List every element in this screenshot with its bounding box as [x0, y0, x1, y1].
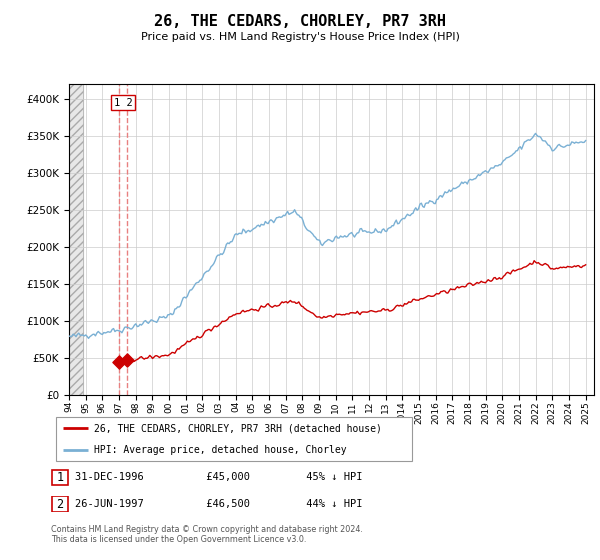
- Text: 2: 2: [56, 497, 64, 511]
- Point: [114, 357, 124, 366]
- Text: 1 2: 1 2: [113, 97, 133, 108]
- Text: 1: 1: [56, 470, 64, 484]
- Text: 26-JUN-1997          £46,500         44% ↓ HPI: 26-JUN-1997 £46,500 44% ↓ HPI: [75, 499, 362, 509]
- FancyBboxPatch shape: [52, 496, 68, 512]
- Text: Contains HM Land Registry data © Crown copyright and database right 2024.
This d: Contains HM Land Registry data © Crown c…: [51, 525, 363, 544]
- FancyBboxPatch shape: [52, 469, 68, 484]
- Text: 26, THE CEDARS, CHORLEY, PR7 3RH (detached house): 26, THE CEDARS, CHORLEY, PR7 3RH (detach…: [94, 423, 382, 433]
- Text: 26, THE CEDARS, CHORLEY, PR7 3RH: 26, THE CEDARS, CHORLEY, PR7 3RH: [154, 14, 446, 29]
- Text: 31-DEC-1996          £45,000         45% ↓ HPI: 31-DEC-1996 £45,000 45% ↓ HPI: [75, 472, 362, 482]
- Text: Price paid vs. HM Land Registry's House Price Index (HPI): Price paid vs. HM Land Registry's House …: [140, 32, 460, 43]
- Bar: [69, 84, 83, 395]
- Point: [122, 356, 132, 365]
- Bar: [69, 84, 83, 395]
- FancyBboxPatch shape: [56, 417, 412, 461]
- Text: HPI: Average price, detached house, Chorley: HPI: Average price, detached house, Chor…: [94, 445, 346, 455]
